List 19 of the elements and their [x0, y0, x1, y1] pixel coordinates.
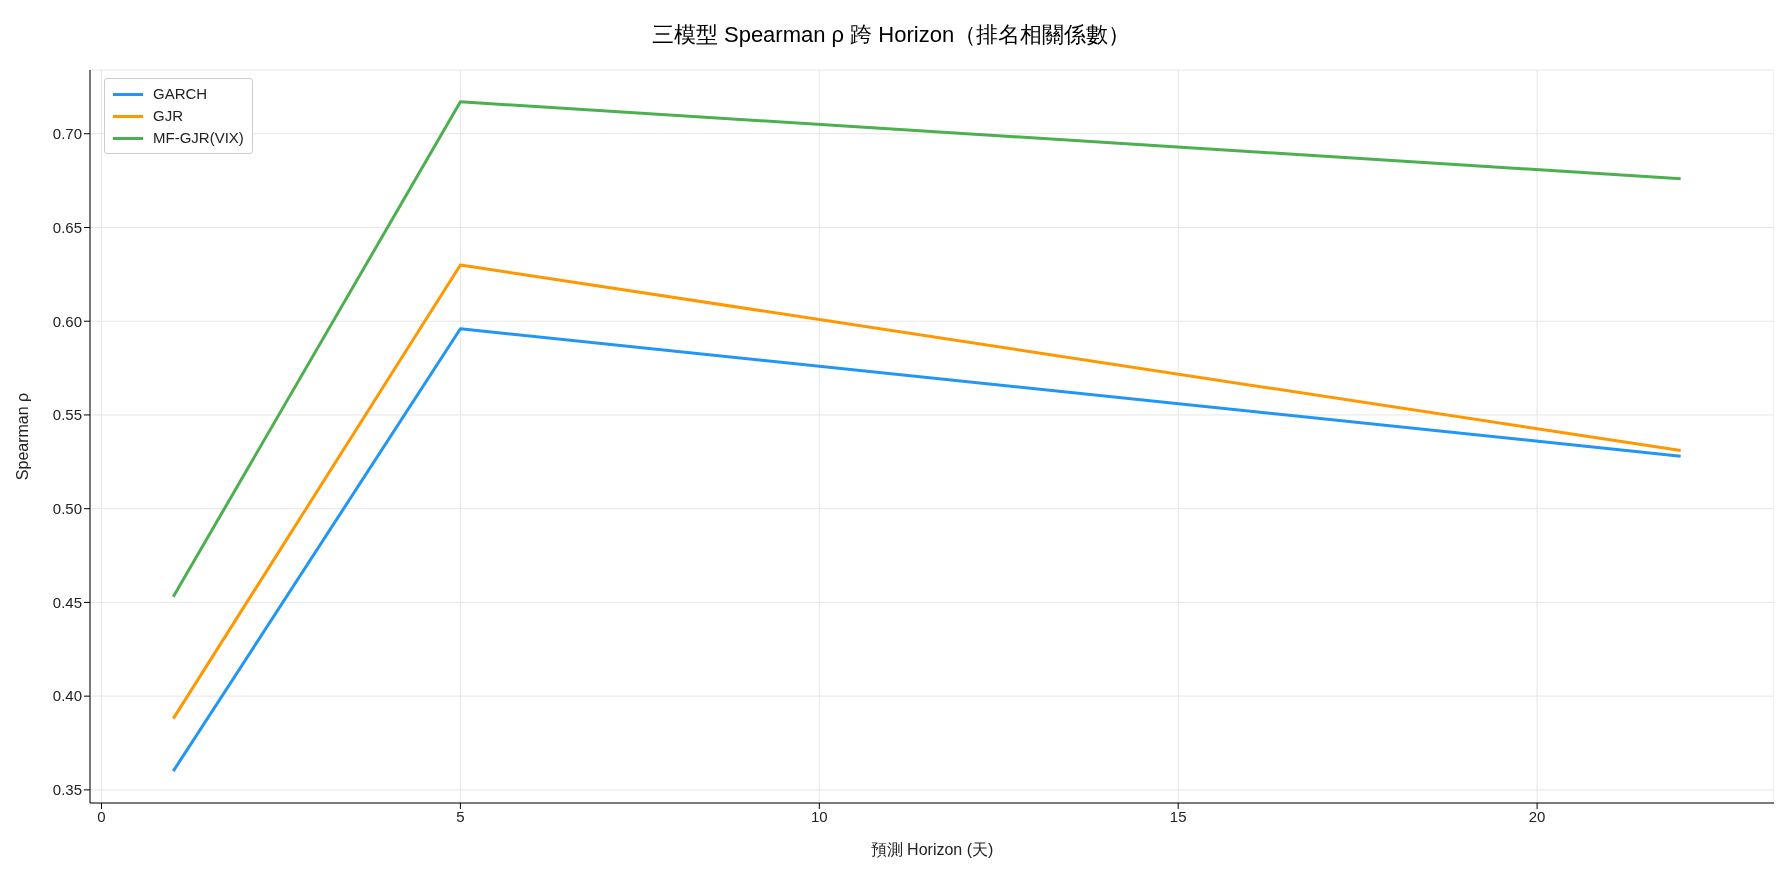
- x-tick-label: 10: [810, 807, 828, 825]
- y-tick-label: 0.40: [52, 687, 82, 705]
- y-tick-label: 0.45: [52, 593, 82, 611]
- x-tick-label: 0: [97, 807, 106, 825]
- x-tick-label: 20: [1528, 807, 1546, 825]
- x-axis-title: 預測 Horizon (天): [870, 841, 994, 858]
- y-tick-label: 0.65: [52, 218, 82, 236]
- legend-label: GJR: [153, 106, 183, 126]
- legend-label: MF-GJR(VIX): [153, 128, 244, 148]
- y-tick-label: 0.60: [52, 312, 82, 330]
- chart-title: 三模型 Spearman ρ 跨 Horizon（排名相關係數）: [650, 21, 1132, 49]
- x-tick-label: 5: [456, 807, 465, 825]
- y-tick-label: 0.50: [52, 500, 82, 517]
- y-tick-label: 0.70: [52, 125, 82, 143]
- y-tick-label: 0.55: [52, 406, 82, 424]
- legend-label: GARCH: [153, 84, 208, 104]
- y-tick-label: 0.35: [52, 781, 82, 799]
- x-tick-label: 15: [1169, 807, 1187, 825]
- y-axis-title: Spearman ρ: [13, 392, 31, 481]
